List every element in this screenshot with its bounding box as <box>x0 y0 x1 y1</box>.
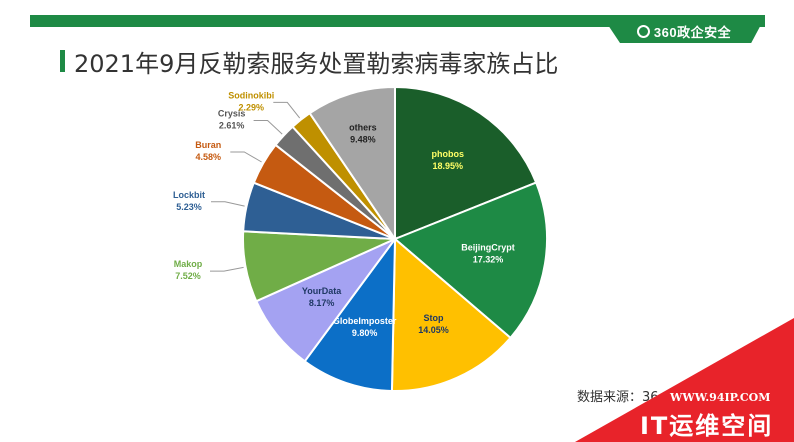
brand-label: 360政企安全 <box>653 24 732 40</box>
source-note: 数据来源：36 <box>577 390 659 405</box>
chart-title: 2021年9月反勒索服务处置勒索病毒家族占比 <box>74 50 559 78</box>
leader-line-sodinokibi <box>273 101 301 119</box>
pie-slice-globeimposter <box>303 235 397 392</box>
slice-label-beijingcrypt: BeijingCrypt <box>461 242 515 252</box>
slice-value-beijingcrypt: 17.32% <box>473 254 504 264</box>
slice-value-lockbit: 5.23% <box>176 202 202 212</box>
leader-line-makop <box>210 266 244 272</box>
slice-value-stop: 14.05% <box>418 325 449 335</box>
slice-label-buran: Buran <box>195 140 221 150</box>
slice-label-phobos: phobos <box>432 149 465 159</box>
slice-value-crysis: 2.61% <box>219 121 245 131</box>
slice-label-sodinokibi: Sodinokibi <box>228 90 274 100</box>
slice-value-makop: 7.52% <box>175 271 201 281</box>
leader-line-crysis <box>253 120 283 135</box>
title-accent <box>60 50 65 72</box>
slice-value-sodinokibi: 2.29% <box>239 102 265 112</box>
slice-label-stop: Stop <box>424 313 444 323</box>
pie-slice-beijingcrypt <box>393 181 548 340</box>
watermark-url: WWW.94IP.COM <box>670 391 771 404</box>
leader-line-lockbit <box>211 201 245 207</box>
slice-value-globeimposter: 9.80% <box>352 328 378 338</box>
slice-label-yourdata: YourData <box>302 286 342 296</box>
watermark-name: IT运维空间 <box>640 412 774 440</box>
pie-slice-stop <box>390 236 512 392</box>
top-accent-bar <box>30 15 765 27</box>
leader-line-buran <box>230 151 262 163</box>
360-logo-icon <box>636 24 650 38</box>
slice-label-lockbit: Lockbit <box>173 190 205 200</box>
slice-label-globeimposter: GlobeImposter <box>333 316 397 326</box>
slice-value-phobos: 18.95% <box>433 161 464 171</box>
brand-badge: 360政企安全 <box>604 19 764 43</box>
slice-label-others: others <box>349 122 377 132</box>
pie-slice-others <box>308 85 396 243</box>
slice-value-buran: 4.58% <box>196 152 222 162</box>
slice-value-yourdata: 8.17% <box>309 298 335 308</box>
slice-label-crysis: Crysis <box>218 109 246 119</box>
slice-label-makop: Makop <box>174 259 203 269</box>
pie-slice-phobos <box>394 85 538 241</box>
slice-value-others: 9.48% <box>350 134 376 144</box>
